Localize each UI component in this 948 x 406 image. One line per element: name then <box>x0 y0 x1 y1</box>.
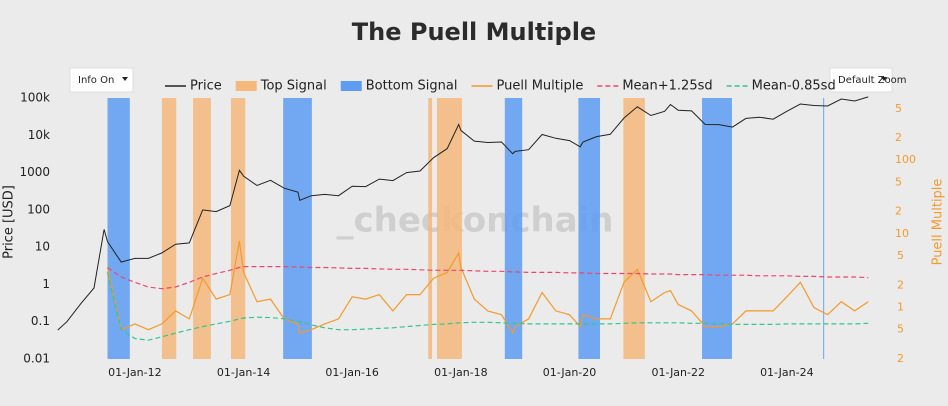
x-tick-label: 01-Jan-22 <box>651 366 705 379</box>
lines <box>57 96 869 341</box>
signal-band <box>283 98 312 359</box>
x-tick-label: 01-Jan-24 <box>760 366 814 379</box>
x-tick-label: 01-Jan-18 <box>434 366 488 379</box>
y2-axis-title: Puell Multiple <box>931 179 946 266</box>
bands <box>107 98 825 359</box>
watermark: _checkonchain <box>337 201 614 241</box>
dropdown-arrow[interactable] <box>122 77 128 81</box>
dropdown[interactable]: Default Zoom <box>829 67 907 93</box>
dropdown-label[interactable]: Info On <box>78 75 114 86</box>
chart-title: The Puell Multiple <box>352 18 596 46</box>
legend-label: Bottom Signal <box>366 79 458 94</box>
legend-swatch <box>235 81 257 91</box>
dropdown[interactable]: Info On <box>69 67 134 93</box>
signal-band <box>230 98 246 359</box>
y2-tick-label: 1 <box>897 301 904 314</box>
signal-band <box>578 98 601 359</box>
signal-band <box>428 98 433 359</box>
signal-band <box>623 98 645 359</box>
series-line <box>57 96 869 331</box>
y2-tick-label: 2 <box>895 205 902 218</box>
y2-tick-label: 10 <box>895 227 909 240</box>
y2-tick-label: 5 <box>895 175 902 188</box>
y-tick-label: 0.1 <box>31 314 50 328</box>
y-tick-label: 1000 <box>19 165 50 179</box>
y2-tick-label: 2 <box>897 278 904 291</box>
x-tick-label: 01-Jan-20 <box>543 366 597 379</box>
signal-band <box>436 98 462 359</box>
signal-band <box>161 98 177 359</box>
dropdown-label[interactable]: Default Zoom <box>838 75 907 86</box>
y2-tick-label: 2 <box>895 131 902 144</box>
y-tick-label: 1 <box>42 277 50 291</box>
y-tick-label: 0.01 <box>23 352 50 366</box>
y2-tick-label: 5 <box>897 323 904 336</box>
signal-band <box>504 98 523 359</box>
y2-tick-label: 5 <box>895 102 902 115</box>
y2-tick-label: 5 <box>897 249 904 262</box>
signal-band <box>823 98 825 359</box>
x-tick-label: 01-Jan-14 <box>217 366 271 379</box>
dropdown-box[interactable] <box>829 67 893 93</box>
dropdown-box[interactable] <box>69 67 134 93</box>
legend-swatch <box>340 81 362 91</box>
x-tick-label: 01-Jan-16 <box>325 366 379 379</box>
series-line <box>106 272 869 341</box>
y-tick-label: 100 <box>27 202 50 216</box>
series-line <box>107 266 869 290</box>
y2-tick-label: 100 <box>895 153 916 166</box>
y-tick-label: 100k <box>20 91 50 105</box>
legend-label: Mean+1.25sd <box>622 79 712 94</box>
legend-label: Price <box>190 79 222 94</box>
dropdown-arrow[interactable] <box>881 77 887 81</box>
y-axis-title: Price [USD] <box>2 185 17 259</box>
legend-label: Mean-0.85sd <box>752 79 836 94</box>
signal-band <box>702 98 732 359</box>
signal-band <box>193 98 211 359</box>
legend-label: Top Signal <box>260 79 327 94</box>
y2-tick-label: 2 <box>897 352 904 365</box>
x-tick-label: 01-Jan-12 <box>108 366 162 379</box>
series-line <box>106 240 869 335</box>
y-tick-label: 10 <box>35 240 50 254</box>
legend-label: Puell Multiple <box>496 79 583 94</box>
y-tick-label: 10k <box>28 128 50 142</box>
